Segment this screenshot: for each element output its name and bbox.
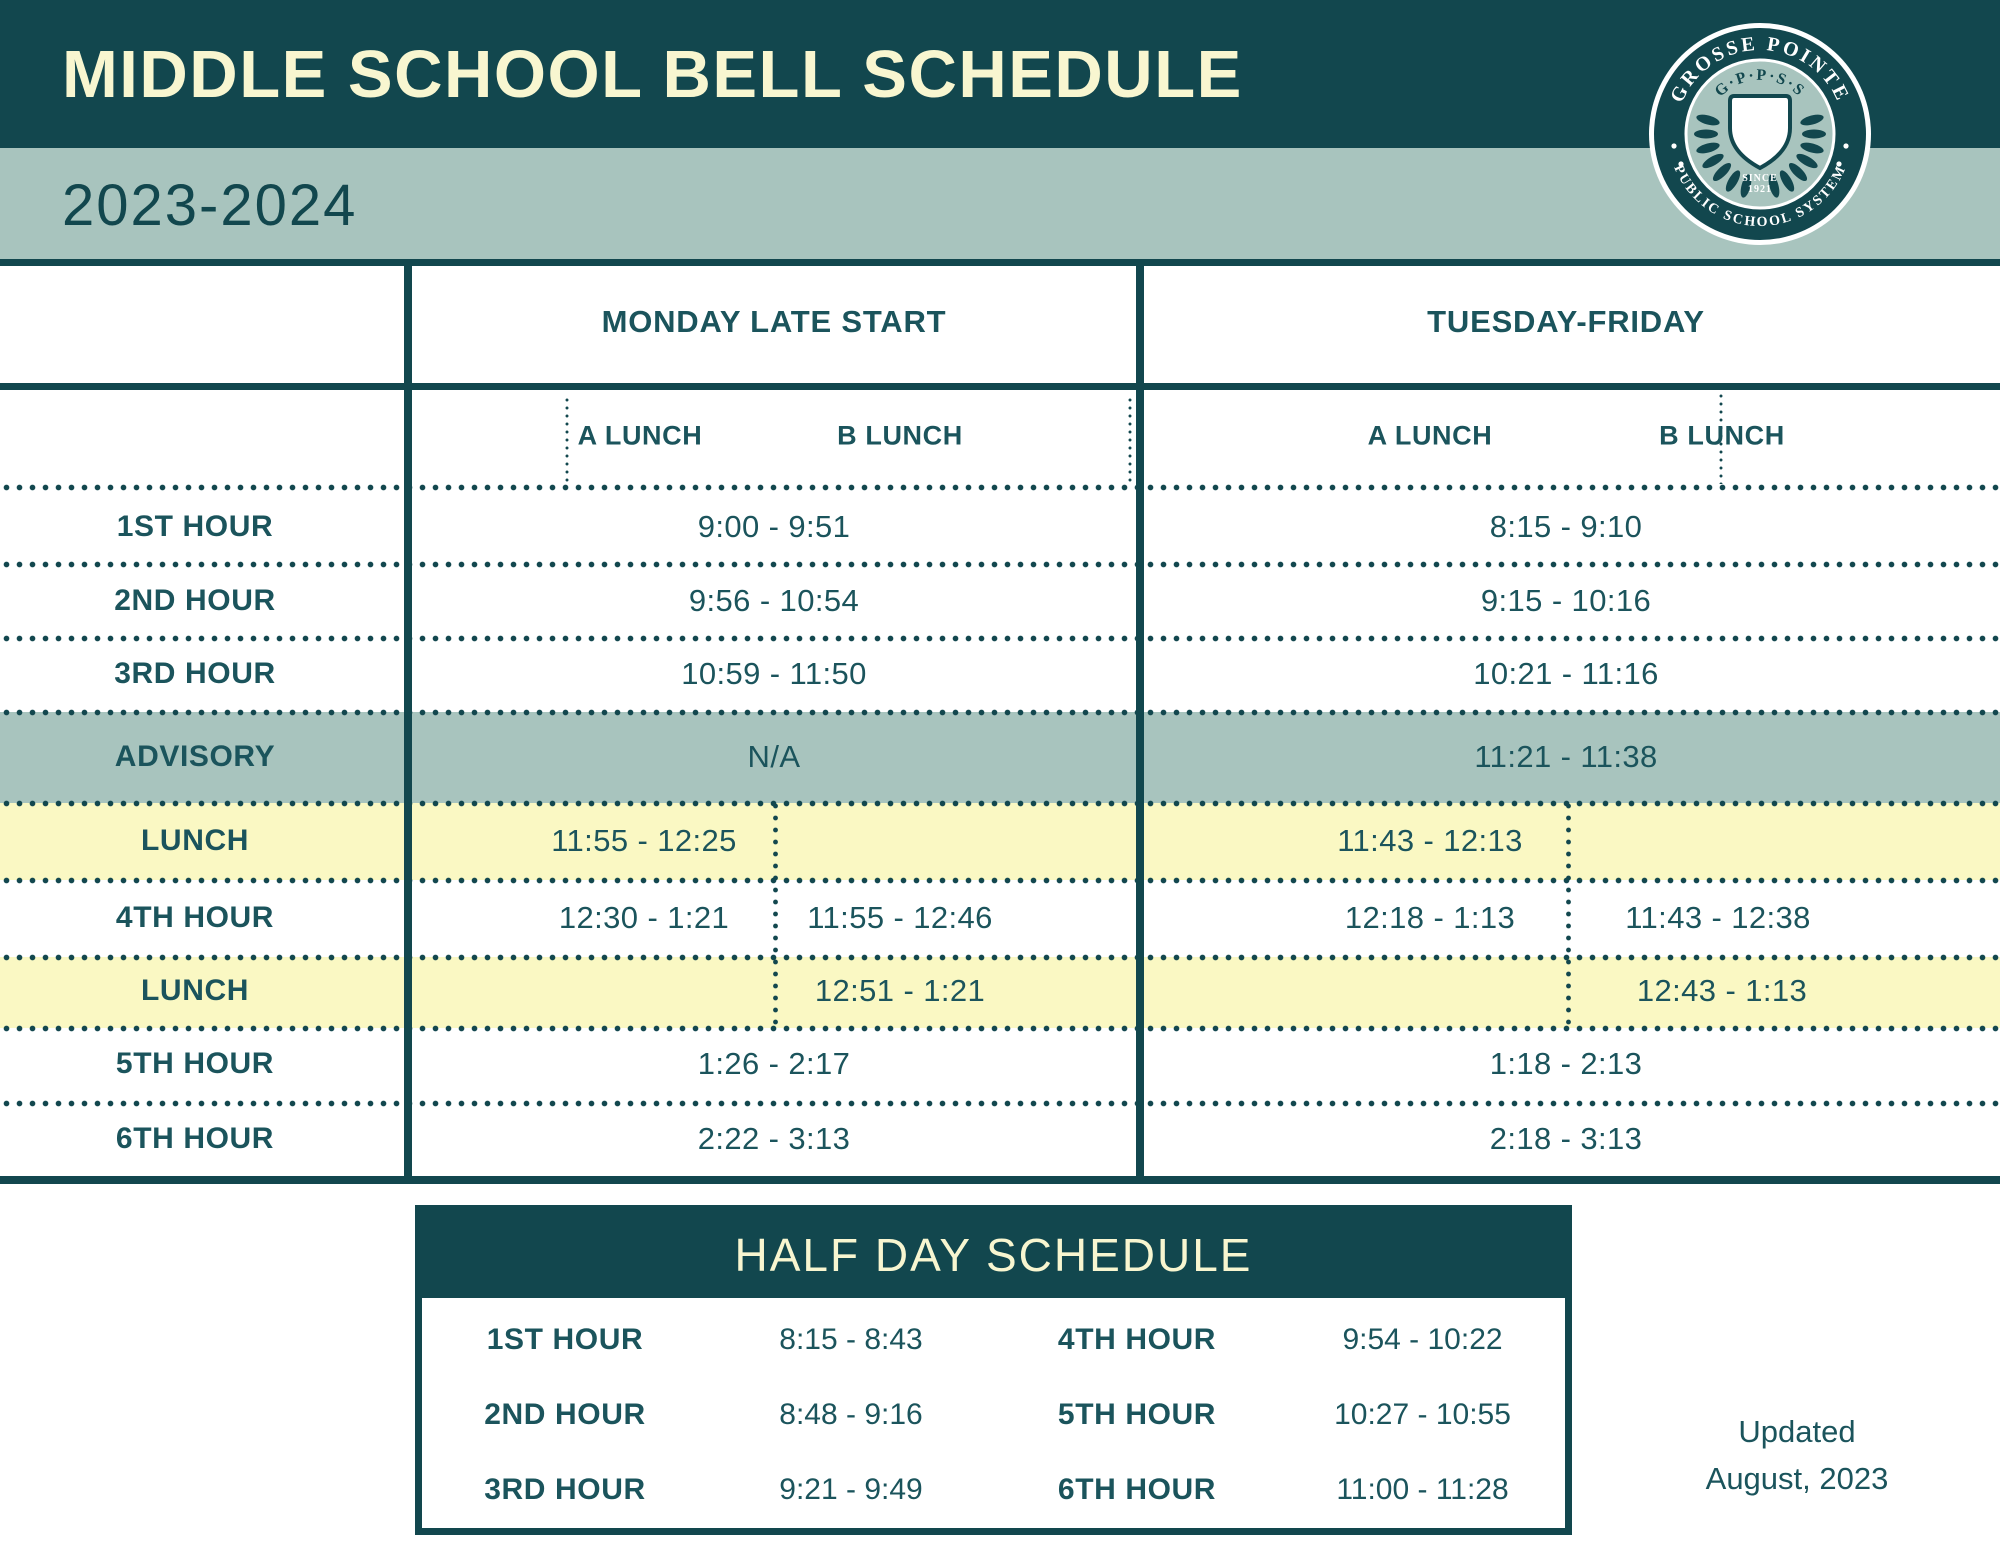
- monday-a-lunch-header: A LUNCH: [577, 420, 703, 451]
- half-day-time: 10:27 - 10:55: [1334, 1397, 1511, 1431]
- row-separator: [0, 484, 2000, 491]
- seal-shield-icon: [1728, 94, 1792, 171]
- half-day-time: 11:00 - 11:28: [1336, 1472, 1509, 1506]
- half-day-schedule-box: HALF DAY SCHEDULE 1ST HOUR 8:15 - 8:43 4…: [415, 1205, 1572, 1535]
- row-label-advisory: ADVISORY: [114, 740, 276, 773]
- row-label-1st-hour: 1ST HOUR: [116, 510, 274, 543]
- half-day-time: 9:21 - 9:49: [779, 1472, 923, 1506]
- page-title: MIDDLE SCHOOL BELL SCHEDULE: [62, 36, 1243, 112]
- row-separator: [0, 954, 2000, 961]
- monday-b-lunch-time: 12:51 - 1:21: [814, 973, 986, 1008]
- tuesday-advisory-time: 11:21 - 11:38: [1474, 739, 1658, 774]
- district-seal-svg: GROSSE POINTE PUBLIC SCHOOL SYSTEM G·P·P…: [1649, 23, 1871, 245]
- row-label-2nd-hour: 2ND HOUR: [114, 584, 276, 617]
- half-day-title: HALF DAY SCHEDULE: [734, 1229, 1253, 1281]
- tuesday-5th-hour-time: 1:18 - 2:13: [1489, 1046, 1643, 1081]
- tuesday-4th-hour-b-time: 11:43 - 12:38: [1625, 900, 1811, 935]
- monday-5th-hour-time: 1:26 - 2:17: [697, 1046, 851, 1081]
- row-label-lunch-a: LUNCH: [141, 824, 249, 857]
- updated-note: Updated August, 2023: [1672, 1408, 1922, 1502]
- half-day-header: HALF DAY SCHEDULE: [422, 1212, 1565, 1298]
- monday-section-header: MONDAY LATE START: [601, 304, 947, 339]
- updated-note-line2: August, 2023: [1705, 1461, 1889, 1496]
- half-day-time: 8:48 - 9:16: [779, 1397, 923, 1431]
- tuesday-2nd-hour-time: 9:15 - 10:16: [1480, 583, 1652, 618]
- half-day-label: 2ND HOUR: [484, 1397, 646, 1431]
- row-label-6th-hour: 6TH HOUR: [115, 1122, 275, 1155]
- row-label-3rd-hour: 3RD HOUR: [114, 657, 276, 690]
- subheader-guide: [565, 396, 569, 484]
- monday-1st-hour-time: 9:00 - 9:51: [697, 509, 851, 544]
- tuesday-b-lunch-header: B LUNCH: [1659, 420, 1785, 451]
- tuesday-4th-hour-a-time: 12:18 - 1:13: [1344, 900, 1516, 935]
- row-separator: [0, 709, 2000, 716]
- monday-advisory-time: N/A: [747, 739, 801, 774]
- row-separator: [0, 877, 2000, 884]
- lunch-a-row-stripe: [0, 803, 2000, 880]
- monday-b-lunch-header: B LUNCH: [837, 420, 963, 451]
- school-year: 2023-2024: [62, 172, 358, 238]
- row-separator: [0, 800, 2000, 807]
- tuesday-a-lunch-time: 11:43 - 12:13: [1337, 823, 1523, 858]
- monday-ab-divider: [772, 800, 779, 1028]
- monday-a-lunch-time: 11:55 - 12:25: [551, 823, 737, 858]
- half-day-label: 5TH HOUR: [1057, 1397, 1217, 1431]
- tuesday-6th-hour-time: 2:18 - 3:13: [1489, 1121, 1643, 1156]
- seal-monogram: GP: [1737, 112, 1787, 154]
- row-separator: [0, 1100, 2000, 1107]
- district-seal: GROSSE POINTE PUBLIC SCHOOL SYSTEM G·P·P…: [1648, 22, 1872, 246]
- half-day-time: 8:15 - 8:43: [779, 1322, 923, 1356]
- label-column-border: [404, 259, 412, 1184]
- half-day-label: 1ST HOUR: [486, 1322, 644, 1356]
- tuesday-1st-hour-time: 8:15 - 9:10: [1489, 509, 1643, 544]
- subheader-guide: [1128, 396, 1132, 484]
- laurel-wreath-icon: [1694, 114, 1826, 198]
- monday-3rd-hour-time: 10:59 - 11:50: [681, 656, 867, 691]
- monday-2nd-hour-time: 9:56 - 10:54: [688, 583, 860, 618]
- lunch-b-row-stripe: [0, 957, 2000, 1028]
- section-divider-border: [1136, 259, 1144, 1184]
- tuesday-3rd-hour-time: 10:21 - 11:16: [1473, 656, 1659, 691]
- advisory-row-stripe: [0, 712, 2000, 803]
- monday-6th-hour-time: 2:22 - 3:13: [697, 1121, 851, 1156]
- table-header-border: [0, 383, 2000, 390]
- row-label-lunch-b: LUNCH: [141, 974, 249, 1007]
- half-day-label: 6TH HOUR: [1057, 1472, 1217, 1506]
- row-separator: [0, 635, 2000, 642]
- table-bottom-border: [0, 1176, 2000, 1184]
- seal-since-label: SINCE: [1742, 173, 1778, 184]
- seal-since-year: 1921: [1748, 184, 1772, 195]
- subheader-guide: [1719, 392, 1723, 484]
- row-label-4th-hour: 4TH HOUR: [115, 901, 275, 934]
- half-day-time: 9:54 - 10:22: [1342, 1322, 1503, 1356]
- tuesday-section-header: TUESDAY-FRIDAY: [1427, 304, 1705, 339]
- row-separator: [0, 561, 2000, 568]
- tuesday-ab-divider: [1565, 800, 1572, 1028]
- half-day-table: 1ST HOUR 8:15 - 8:43 4TH HOUR 9:54 - 10:…: [422, 1298, 1565, 1527]
- half-day-label: 4TH HOUR: [1057, 1322, 1217, 1356]
- row-separator: [0, 1025, 2000, 1032]
- row-label-5th-hour: 5TH HOUR: [115, 1047, 275, 1080]
- monday-4th-hour-b-time: 11:55 - 12:46: [807, 900, 993, 935]
- tuesday-b-lunch-time: 12:43 - 1:13: [1636, 973, 1808, 1008]
- table-top-border: [0, 259, 2000, 266]
- half-day-label: 3RD HOUR: [484, 1472, 646, 1506]
- updated-note-line1: Updated: [1738, 1414, 1856, 1449]
- tuesday-a-lunch-header: A LUNCH: [1367, 420, 1493, 451]
- monday-4th-hour-a-time: 12:30 - 1:21: [558, 900, 730, 935]
